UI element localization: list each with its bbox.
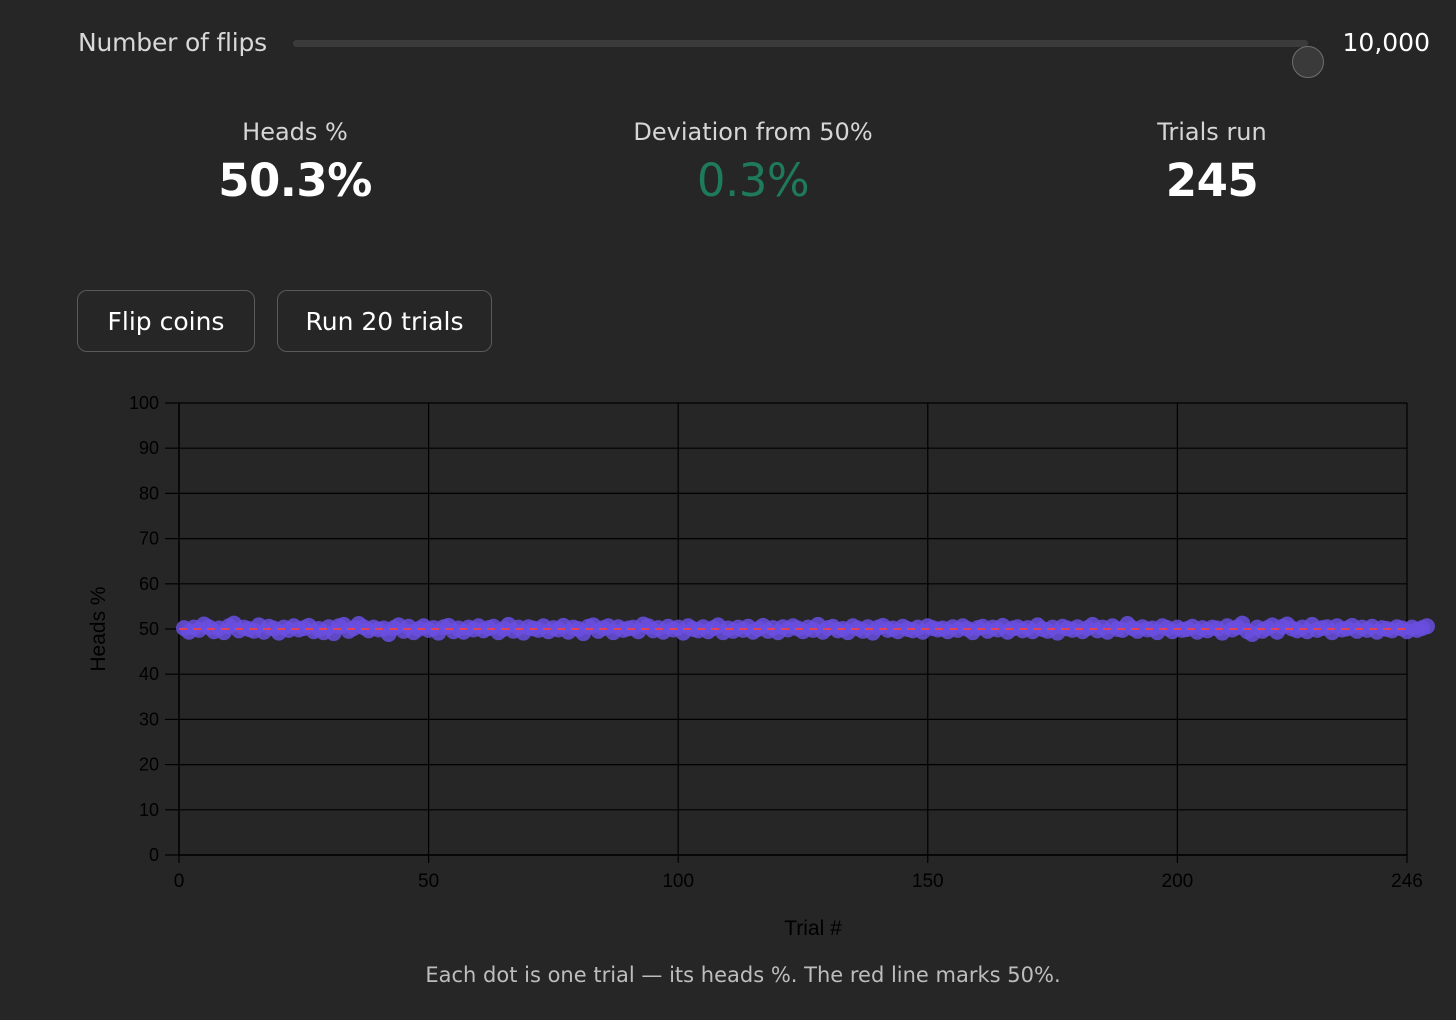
y-axis-label: Heads % [87,586,110,671]
x-tick-label: 0 [174,871,185,892]
run-20-trials-button[interactable]: Run 20 trials [277,290,492,352]
flips-slider-thumb[interactable] [1292,46,1324,78]
y-tick-label: 40 [139,664,159,684]
y-tick-label: 20 [139,755,159,775]
trials-scatter-plot: 0 10 20 30 40 50 60 70 80 90 100 0 50 100 150 200 246 Tri… [87,393,1435,940]
stat-deviation-label: Deviation from 50% [633,118,873,146]
x-axis-label: Trial # [784,917,842,940]
y-tick-label: 80 [139,483,159,503]
flips-slider-label: Number of flips [78,28,268,57]
data-point [1418,618,1435,635]
stat-trials-value: 245 [1165,154,1259,207]
y-tick-label: 100 [129,393,159,413]
x-tick-label: 150 [912,871,944,892]
y-tick-label: 90 [139,438,159,458]
flips-slider-fill [293,40,1308,47]
chart-caption: Each dot is one trial — its heads %. The… [425,963,1061,987]
y-tick-label: 70 [139,529,159,549]
trials-chart: 0 10 20 30 40 50 60 70 80 90 100 0 50 100 150 200 246 Tri… [0,380,1456,954]
flips-slider-value: 10,000 [1342,28,1430,57]
y-tick-label: 60 [139,574,159,594]
y-tick-label: 0 [149,845,159,865]
stat-heads: Heads % 50.3% [115,118,475,207]
y-tick-label: 10 [139,800,159,820]
flip-coins-button[interactable]: Flip coins [77,290,255,352]
stat-deviation: Deviation from 50% 0.3% [573,118,933,207]
stat-deviation-value: 0.3% [696,154,810,207]
stat-heads-value: 50.3% [218,154,372,207]
y-tick-label: 50 [139,619,159,639]
x-tick-label: 50 [418,871,439,892]
stats-panel: Heads % 50.3% Deviation from 50% 0.3% Tr… [0,118,1456,228]
x-tick-label: 200 [1162,871,1194,892]
x-tick-label: 100 [662,871,694,892]
y-tick-label: 30 [139,709,159,729]
stat-trials: Trials run 245 [1032,118,1392,207]
stat-trials-label: Trials run [1157,118,1267,146]
flips-slider-track[interactable] [293,40,1324,78]
x-tick-label: 246 [1391,871,1423,892]
stat-heads-label: Heads % [242,118,348,146]
flips-slider-row: Number of flips 10,000 [78,22,1430,78]
